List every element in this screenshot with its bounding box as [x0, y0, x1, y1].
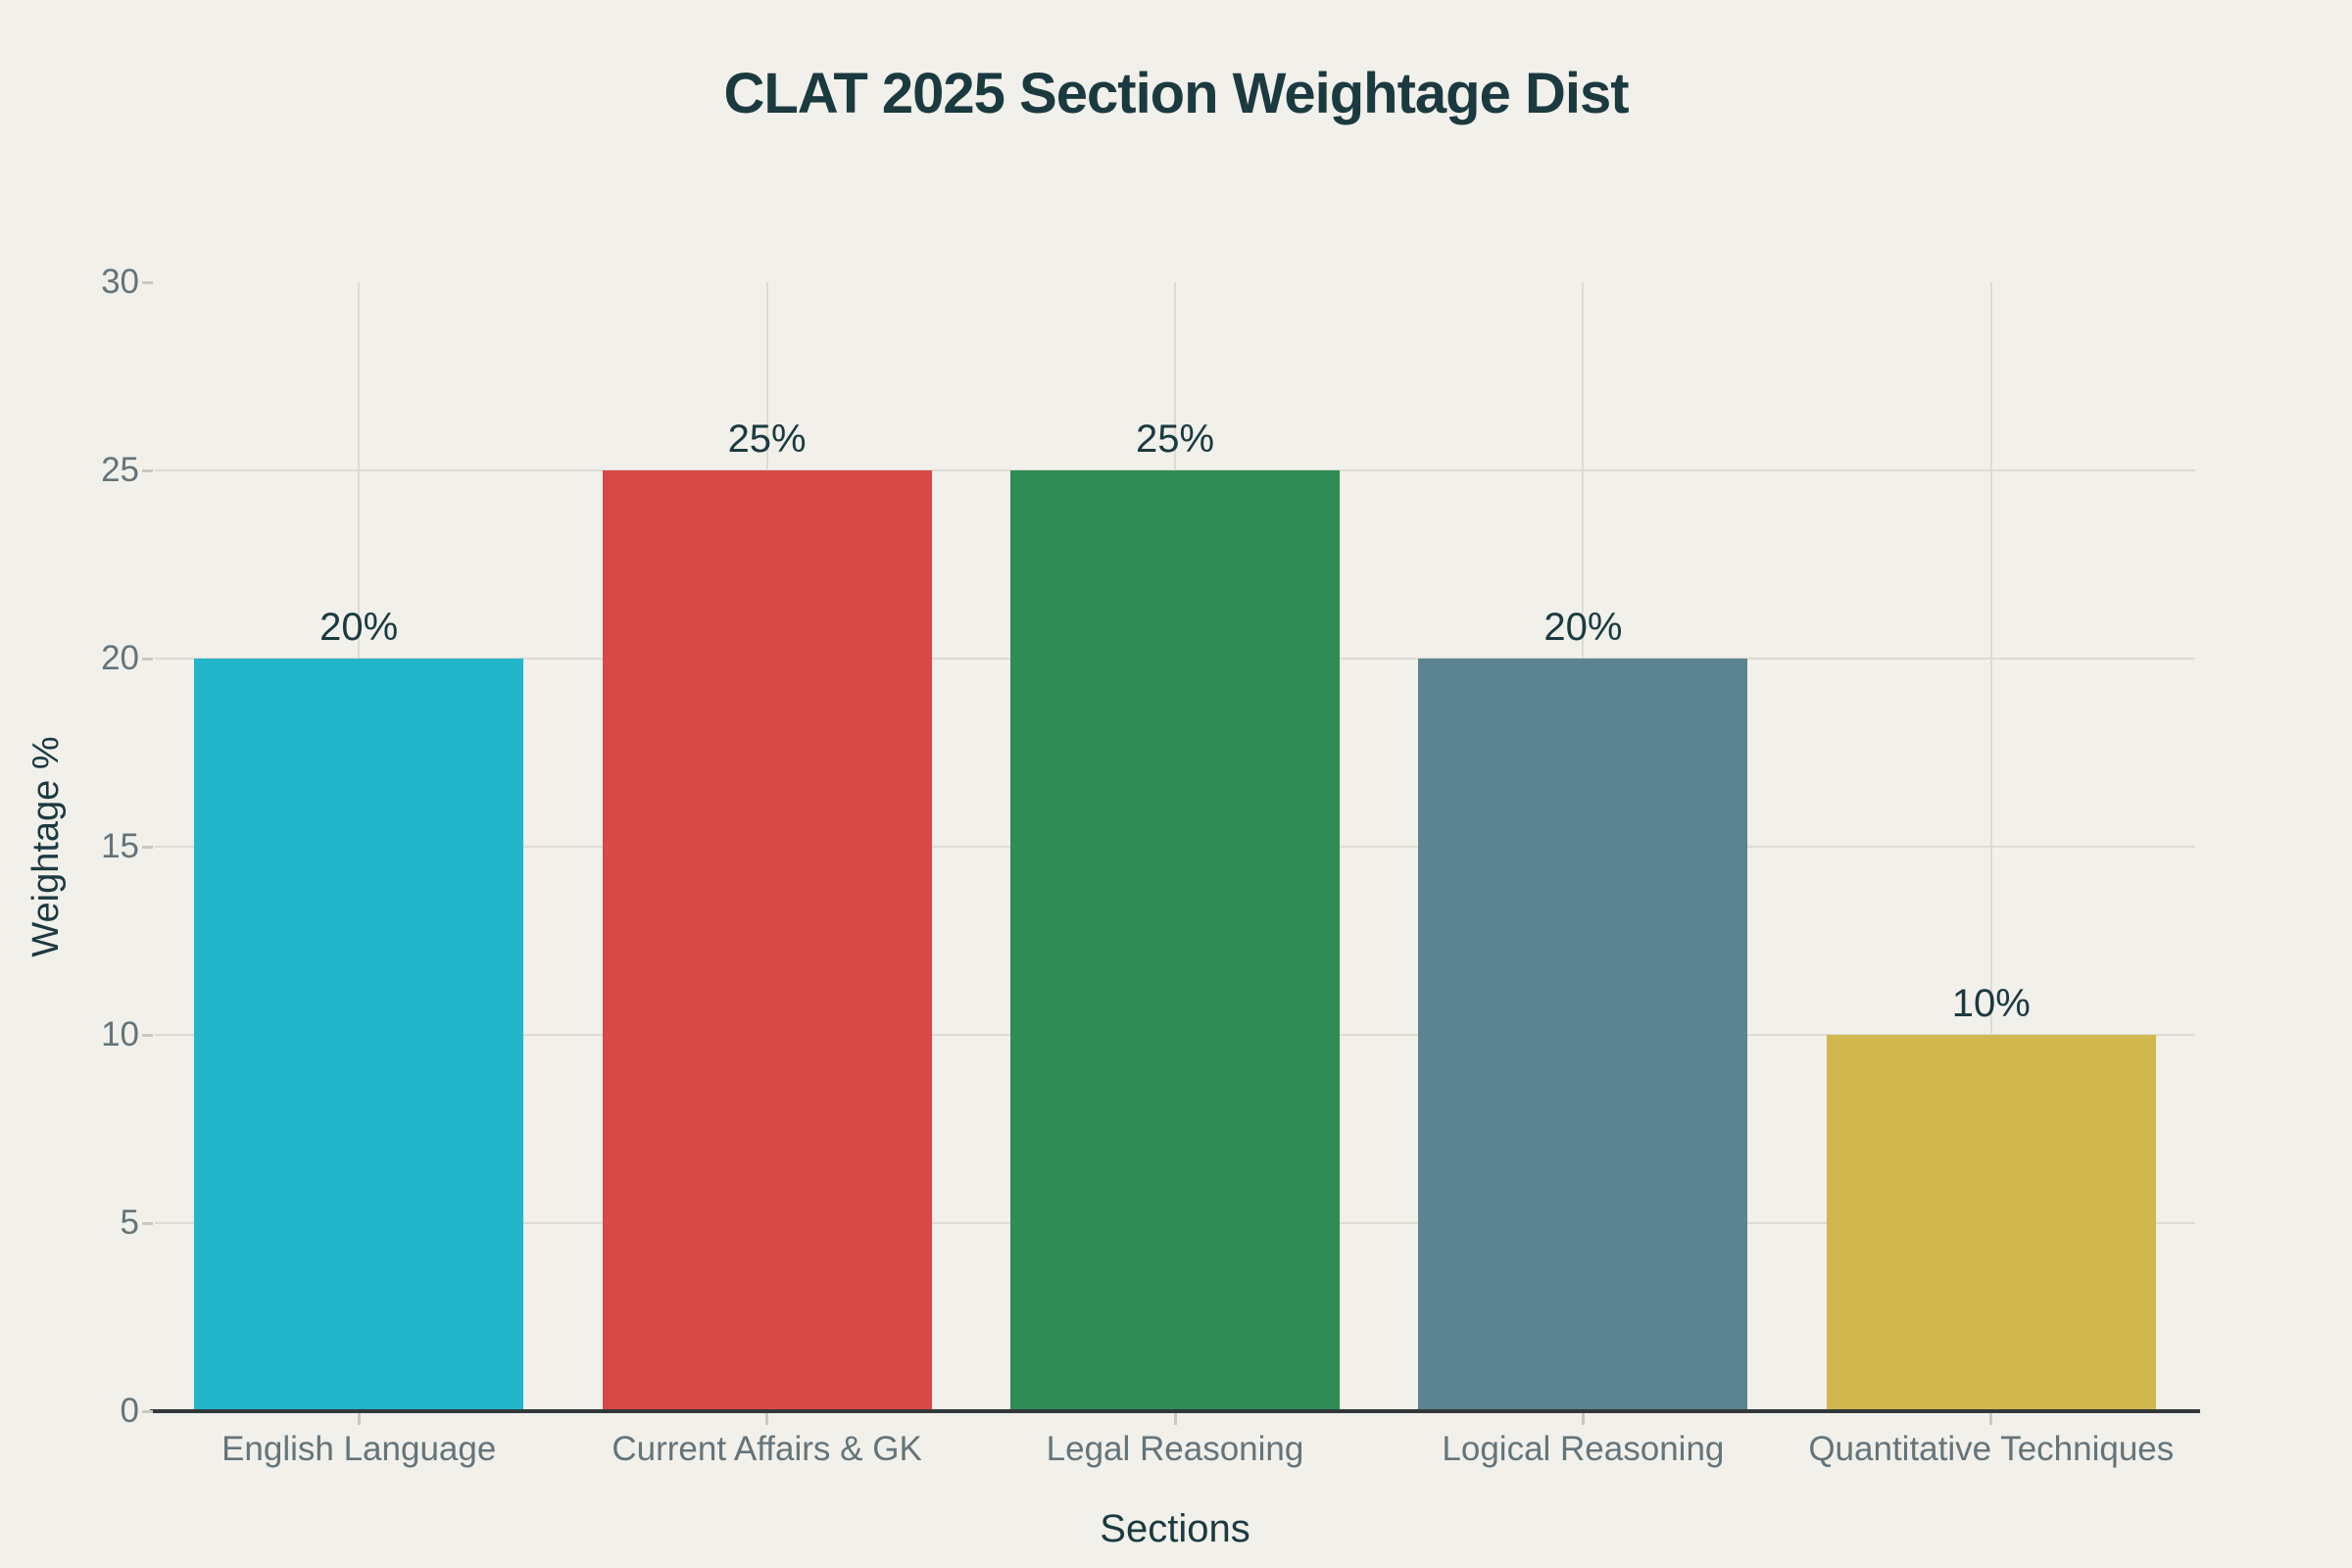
y-tick-mark	[142, 1409, 153, 1413]
x-axis-title: Sections	[1100, 1507, 1250, 1550]
bar-value-label: 25%	[1135, 417, 1215, 461]
x-tick-mark	[1989, 1413, 1993, 1425]
y-tick-label: 20	[101, 639, 139, 677]
y-tick-mark	[142, 845, 153, 849]
y-tick-label: 10	[101, 1015, 139, 1054]
x-tick-mark	[1581, 1413, 1585, 1425]
x-tick-mark	[765, 1413, 769, 1425]
x-tick-label: Legal Reasoning	[1046, 1430, 1304, 1468]
x-tick-label: Quantitative Techniques	[1808, 1430, 2175, 1468]
bar-2	[602, 470, 932, 1411]
bar-value-label: 25%	[727, 417, 807, 461]
x-tick-mark	[1173, 1413, 1177, 1425]
y-tick-label: 25	[101, 451, 139, 489]
x-tick-label: Logical Reasoning	[1442, 1430, 1725, 1468]
bar-3	[1010, 470, 1340, 1411]
y-axis-title-text: Weightage %	[25, 736, 67, 957]
bar-1	[194, 659, 524, 1411]
x-tick-mark	[357, 1413, 361, 1425]
bar-value-label: 10%	[1951, 982, 2031, 1025]
y-tick-mark	[142, 657, 153, 661]
y-tick-label: 30	[101, 263, 139, 301]
y-tick-mark	[142, 280, 153, 284]
y-tick-label: 0	[120, 1392, 139, 1430]
chart-title: CLAT 2025 Section Weightage Dist	[723, 62, 1629, 125]
x-tick-label: English Language	[221, 1430, 497, 1468]
y-tick-label: 5	[120, 1203, 139, 1242]
bar-4	[1418, 659, 1748, 1411]
y-tick-mark	[142, 1221, 153, 1225]
v-gridline	[1989, 282, 1992, 1411]
bar-value-label: 20%	[319, 606, 399, 649]
bar-5	[1826, 1035, 2156, 1411]
y-tick-label: 15	[101, 827, 139, 865]
y-tick-mark	[142, 468, 153, 472]
y-tick-mark	[142, 1033, 153, 1037]
bar-value-label: 20%	[1544, 606, 1623, 649]
x-tick-label: Current Affairs & GK	[612, 1430, 922, 1468]
x-axis-line	[150, 1409, 2200, 1413]
plot-area: 20% 25% 25% 20% 10%	[150, 282, 2200, 1413]
